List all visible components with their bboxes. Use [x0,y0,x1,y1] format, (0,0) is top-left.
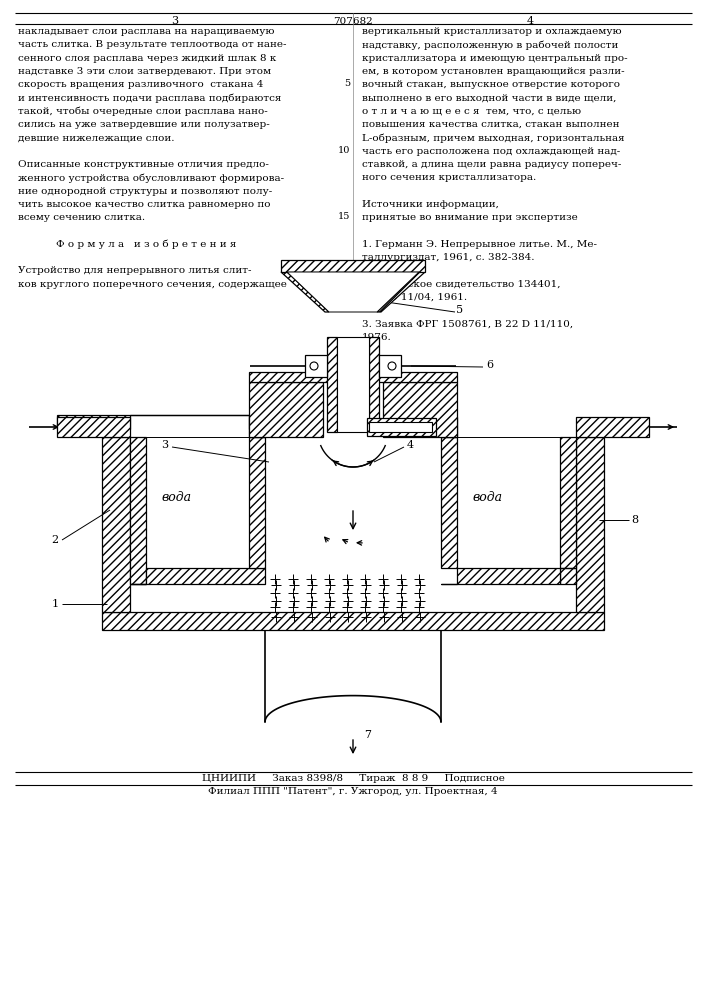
Text: скорость вращения разливочного  стакана 4: скорость вращения разливочного стакана 4 [18,80,264,89]
Text: 10: 10 [338,146,350,155]
Text: 3. Заявка ФРГ 1508761, В 22 D 11/110,: 3. Заявка ФРГ 1508761, В 22 D 11/110, [362,320,573,329]
Bar [327,337,337,432]
Text: вертикальный кристаллизатор и охлаждаемую: вертикальный кристаллизатор и охлаждаему… [362,27,621,36]
Polygon shape [287,272,419,312]
Text: и интенсивность подачи расплава подбираются: и интенсивность подачи расплава подбираю… [18,94,281,103]
Text: 3: 3 [171,16,179,26]
Circle shape [310,362,318,370]
Text: 3: 3 [161,440,168,450]
Polygon shape [130,568,265,584]
Text: повышения качества слитка, стакан выполнен: повышения качества слитка, стакан выполн… [362,120,619,129]
Bar [383,382,457,437]
Bar [305,355,327,377]
Text: Ф о р м у л а   и з о б р е т е н и я: Ф о р м у л а и з о б р е т е н и я [56,240,236,249]
Text: часть его расположена под охлаждающей над-: часть его расположена под охлаждающей на… [362,147,620,156]
Text: 1: 1 [52,599,59,609]
Polygon shape [560,437,576,584]
Bar [57,417,130,437]
Bar [369,337,379,432]
Bar [281,260,425,272]
Text: надставке 3 эти слои затвердевают. При этом: надставке 3 эти слои затвердевают. При э… [18,67,271,76]
Bar [369,422,432,432]
Text: Источники информации,: Источники информации, [362,200,499,209]
Text: вода: вода [472,491,502,504]
Text: 20: 20 [338,279,350,288]
Bar [457,437,560,568]
Text: 4: 4 [407,440,414,450]
Text: чить высокое качество слитка равномерно по: чить высокое качество слитка равномерно … [18,200,271,209]
Text: сенного слоя расплава через жидкий шлак 8 к: сенного слоя расплава через жидкий шлак … [18,54,276,63]
Text: ние однородной структуры и позволяют полу-: ние однородной структуры и позволяют пол… [18,187,272,196]
Polygon shape [130,437,146,584]
Polygon shape [441,568,576,584]
Bar [249,382,323,437]
Text: 2. Авторское свидетельство 134401,: 2. Авторское свидетельство 134401, [362,280,561,289]
Text: ем, в котором установлен вращающийся разли-: ем, в котором установлен вращающийся раз… [362,67,624,76]
Text: женного устройства обусловливают формирова-: женного устройства обусловливают формиро… [18,173,284,183]
Bar [379,355,401,377]
Text: часть слитка. В результате теплоотвода от нане-: часть слитка. В результате теплоотвода о… [18,40,286,49]
Text: надставку, расположенную в рабочей полости: надставку, расположенную в рабочей полос… [362,40,619,50]
Text: 4: 4 [527,16,534,26]
Polygon shape [57,415,265,429]
Circle shape [388,362,396,370]
Text: 1976.: 1976. [362,333,392,342]
Text: 6: 6 [486,360,493,370]
Bar [337,337,369,432]
Text: кристаллизатора и имеющую центральный про-: кристаллизатора и имеющую центральный пр… [362,54,628,63]
Text: 5: 5 [457,305,464,315]
Text: 1. Германн Э. Непрерывное литье. М., Ме-: 1. Германн Э. Непрерывное литье. М., Ме- [362,240,597,249]
Text: ставкой, а длина щели равна радиусу попереч-: ставкой, а длина щели равна радиусу попе… [362,160,621,169]
Text: В 22 D 11/04, 1961.: В 22 D 11/04, 1961. [362,293,467,302]
Text: L-образным, причем выходная, горизонтальная: L-образным, причем выходная, горизонталь… [362,133,624,143]
Text: 7: 7 [365,730,371,740]
Text: принятые во внимание при экспертизе: принятые во внимание при экспертизе [362,213,578,222]
Polygon shape [576,437,604,612]
Bar [146,437,249,568]
Polygon shape [102,612,604,630]
Text: 2: 2 [52,535,59,545]
Bar [249,417,265,437]
Text: Филиал ППП "Патент", г. Ужгород, ул. Проектная, 4: Филиал ППП "Патент", г. Ужгород, ул. Про… [208,787,498,796]
Text: такой, чтобы очередные слои расплава нано-: такой, чтобы очередные слои расплава нан… [18,107,268,116]
Text: ков круглого поперечного сечения, содержащее: ков круглого поперечного сечения, содерж… [18,280,287,289]
Text: о т л и ч а ю щ е е с я  тем, что, с целью: о т л и ч а ю щ е е с я тем, что, с цель… [362,107,581,116]
Text: сились на уже затвердевшие или полузатвер-: сились на уже затвердевшие или полузатве… [18,120,270,129]
Text: вочный стакан, выпускное отверстие которого: вочный стакан, выпускное отверстие котор… [362,80,620,89]
Text: 5: 5 [344,79,350,88]
Text: ЦНИИПИ     Заказ 8398/8     Тираж  8 8 9     Подписное: ЦНИИПИ Заказ 8398/8 Тираж 8 8 9 Подписно… [201,774,504,783]
Bar [249,372,457,382]
Polygon shape [281,272,329,312]
Polygon shape [441,437,457,568]
Text: вода: вода [161,491,191,504]
Text: таллургиздат, 1961, с. 382-384.: таллургиздат, 1961, с. 382-384. [362,253,534,262]
Bar [441,417,457,437]
Polygon shape [377,272,425,312]
Text: Устройство для непрерывного литья слит-: Устройство для непрерывного литья слит- [18,266,252,275]
Text: Описанные конструктивные отличия предло-: Описанные конструктивные отличия предло- [18,160,269,169]
Bar [576,417,649,437]
Polygon shape [102,437,130,612]
Text: ного сечения кристаллизатора.: ного сечения кристаллизатора. [362,173,536,182]
Polygon shape [249,437,265,568]
Text: девшие нижележащие слои.: девшие нижележащие слои. [18,133,175,142]
Bar [367,418,436,436]
Text: выполнено в его выходной части в виде щели,: выполнено в его выходной части в виде ще… [362,94,617,103]
Text: 15: 15 [338,212,350,221]
Text: всему сечению слитка.: всему сечению слитка. [18,213,145,222]
Text: накладывает слои расплава на наращиваемую: накладывает слои расплава на наращиваему… [18,27,274,36]
Text: 707682: 707682 [333,17,373,26]
Text: 8: 8 [631,515,638,525]
